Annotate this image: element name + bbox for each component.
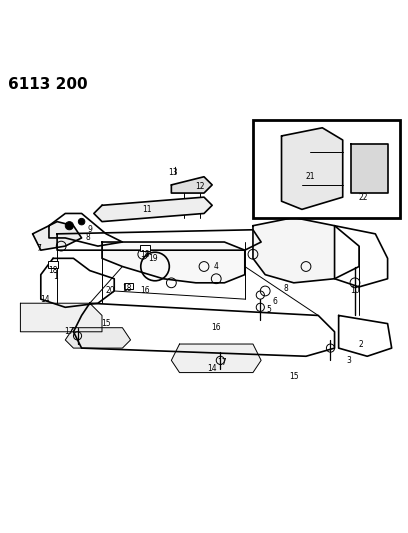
Text: 20: 20 bbox=[105, 286, 115, 295]
Text: 18: 18 bbox=[140, 250, 150, 259]
Text: 15: 15 bbox=[101, 319, 111, 328]
Circle shape bbox=[65, 222, 73, 230]
Text: 19: 19 bbox=[148, 254, 158, 263]
Polygon shape bbox=[282, 128, 343, 209]
Text: 18: 18 bbox=[48, 266, 58, 275]
Text: 9: 9 bbox=[87, 225, 92, 235]
Polygon shape bbox=[49, 213, 122, 246]
Polygon shape bbox=[335, 225, 388, 287]
Bar bbox=[140, 245, 150, 252]
Polygon shape bbox=[339, 316, 392, 356]
Polygon shape bbox=[33, 222, 82, 250]
Text: 15: 15 bbox=[289, 372, 299, 381]
Text: 18: 18 bbox=[122, 285, 131, 294]
Polygon shape bbox=[171, 177, 212, 193]
Text: 7: 7 bbox=[36, 244, 41, 253]
Text: 13: 13 bbox=[169, 168, 178, 177]
Text: 16: 16 bbox=[211, 323, 221, 332]
Text: 8: 8 bbox=[85, 233, 90, 243]
Polygon shape bbox=[94, 197, 212, 222]
Text: 11: 11 bbox=[142, 205, 152, 214]
Text: 17: 17 bbox=[64, 327, 74, 336]
Text: 6113 200: 6113 200 bbox=[8, 77, 88, 92]
Bar bbox=[253, 119, 400, 217]
Polygon shape bbox=[65, 328, 131, 348]
Text: 21: 21 bbox=[305, 172, 315, 181]
Text: 12: 12 bbox=[195, 182, 205, 191]
Text: 4: 4 bbox=[214, 262, 219, 271]
Bar bbox=[124, 283, 133, 289]
Bar bbox=[48, 261, 58, 268]
Polygon shape bbox=[41, 259, 114, 308]
Polygon shape bbox=[20, 303, 102, 332]
Text: 2: 2 bbox=[359, 340, 364, 349]
Polygon shape bbox=[102, 242, 245, 283]
Text: 17: 17 bbox=[217, 358, 227, 367]
Polygon shape bbox=[171, 344, 261, 373]
Text: 6: 6 bbox=[273, 297, 278, 306]
Text: 14: 14 bbox=[207, 364, 217, 373]
Text: 14: 14 bbox=[40, 295, 50, 304]
Polygon shape bbox=[73, 303, 335, 356]
Text: 5: 5 bbox=[267, 305, 272, 314]
Polygon shape bbox=[57, 230, 261, 250]
Text: 16: 16 bbox=[140, 286, 150, 295]
Text: 22: 22 bbox=[358, 192, 368, 201]
Text: 1: 1 bbox=[53, 272, 58, 281]
Polygon shape bbox=[253, 217, 359, 283]
Text: 8: 8 bbox=[283, 285, 288, 294]
Circle shape bbox=[78, 219, 85, 225]
Text: 3: 3 bbox=[346, 356, 351, 365]
Text: 10: 10 bbox=[350, 286, 360, 295]
Polygon shape bbox=[351, 144, 388, 193]
